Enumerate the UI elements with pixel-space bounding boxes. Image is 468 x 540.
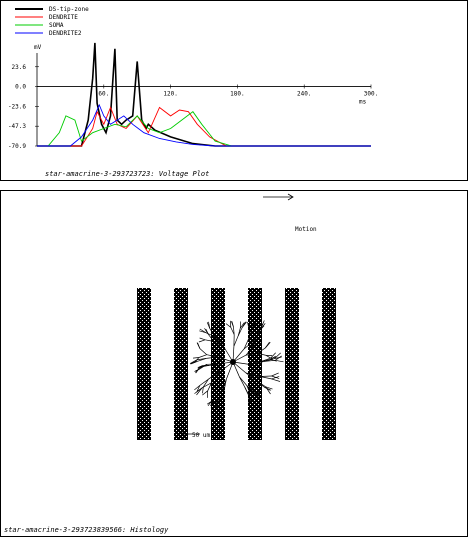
- legend-label: DENDRITE2: [49, 30, 82, 37]
- dendrite: [260, 376, 272, 377]
- voltage-plot: mV 23.6 0.0 -23.6 -47.3 -70.9 60. 120. 180. 240. 3…: [1, 1, 467, 180]
- x-tick-label: 180.: [230, 91, 244, 98]
- y-axis-label: mV: [34, 44, 42, 51]
- dendrite: [197, 343, 200, 349]
- stimulus-bar: [285, 288, 299, 440]
- stimulus-bar: [248, 288, 262, 440]
- voltage-plot-caption: star-amacrine-3-293723723: Voltage Plot: [45, 170, 209, 178]
- dendrite: [199, 340, 205, 342]
- legend-label: DENDRITE: [49, 14, 78, 21]
- histology-caption: star-amacrine-3-293723839566: Histology: [4, 526, 168, 534]
- y-tick-label: -70.9: [8, 143, 26, 150]
- neuron-morphology: [190, 320, 284, 408]
- stimulus-bar: [137, 288, 151, 440]
- dendrite: [200, 338, 206, 340]
- dendrite: [200, 379, 209, 385]
- dendrite: [272, 373, 279, 376]
- dendrite: [272, 379, 281, 382]
- dendrite: [199, 355, 207, 358]
- dendrite: [249, 329, 250, 338]
- dendrite: [230, 321, 231, 328]
- y-tick-label: -47.3: [8, 123, 26, 130]
- x-tick-label: 300.: [364, 91, 378, 98]
- scale-label: 50 um: [192, 432, 210, 439]
- dendrite: [200, 349, 207, 355]
- stimulus-bar: [174, 288, 188, 440]
- x-axis-label: ms: [359, 99, 367, 106]
- dendrite: [193, 358, 199, 359]
- y-tick-label: 0.0: [15, 84, 26, 91]
- histology-panel: Motion 50 um star-amacrine-3-29372383956…: [0, 190, 468, 537]
- stimulus-bars: [137, 288, 336, 440]
- legend-label: DS-tip-zone: [49, 6, 89, 13]
- y-tick-label: -23.6: [8, 103, 26, 110]
- x-tick-label: 120.: [163, 91, 177, 98]
- plot-series: [37, 43, 371, 146]
- histology-view: Motion 50 um: [1, 191, 467, 536]
- dendrite: [205, 328, 209, 334]
- stimulus-bar: [322, 288, 336, 440]
- dendrite: [226, 324, 231, 328]
- voltage-plot-panel: mV 23.6 0.0 -23.6 -47.3 -70.9 60. 120. 180. 240. 3…: [0, 0, 468, 181]
- plot-axes: mV 23.6 0.0 -23.6 -47.3 -70.9 60. 120. 180. 240. 3…: [8, 44, 378, 150]
- dendrite: [265, 342, 269, 348]
- right-arrow-icon: [263, 194, 293, 200]
- dendrite: [202, 391, 207, 395]
- legend-label: SOMA: [49, 22, 64, 29]
- dendrite: [207, 364, 219, 365]
- dendrite: [234, 336, 238, 347]
- x-tick-label: 60.: [98, 91, 109, 98]
- x-tick-label: 240.: [297, 91, 311, 98]
- y-tick-label: 23.6: [12, 64, 27, 71]
- motion-label: Motion: [295, 226, 317, 233]
- soma: [230, 359, 236, 365]
